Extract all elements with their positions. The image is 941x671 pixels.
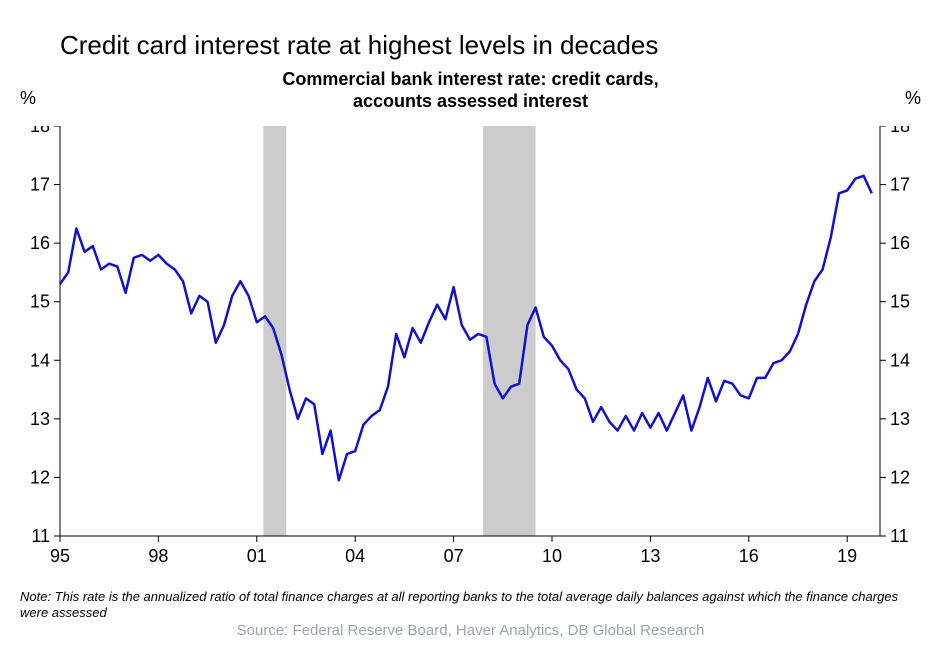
x-tick-label: 98 xyxy=(148,546,168,566)
y-unit-left: % xyxy=(20,88,36,109)
x-tick-label: 07 xyxy=(444,546,464,566)
y-tick-label-left: 12 xyxy=(30,468,50,488)
y-tick-label-right: 13 xyxy=(890,409,910,429)
x-tick-label: 10 xyxy=(542,546,562,566)
y-tick-label-right: 14 xyxy=(890,350,910,370)
y-tick-label-left: 17 xyxy=(30,175,50,195)
x-tick-label: 01 xyxy=(247,546,267,566)
y-tick-label-left: 16 xyxy=(30,233,50,253)
y-tick-label-left: 11 xyxy=(31,526,50,546)
x-tick-label: 04 xyxy=(345,546,365,566)
y-tick-label-right: 11 xyxy=(890,526,909,546)
y-tick-label-right: 17 xyxy=(890,175,910,195)
y-tick-label-left: 14 xyxy=(30,350,50,370)
chart-main-title: Credit card interest rate at highest lev… xyxy=(60,30,921,61)
x-tick-label: 13 xyxy=(640,546,660,566)
y-tick-label-left: 15 xyxy=(30,292,50,312)
y-tick-label-right: 15 xyxy=(890,292,910,312)
y-tick-label-left: 13 xyxy=(30,409,50,429)
chart-container: Credit card interest rate at highest lev… xyxy=(20,30,921,639)
y-tick-label-right: 18 xyxy=(890,126,910,136)
y-tick-label-right: 16 xyxy=(890,233,910,253)
line-chart-svg: 11 11 12 12 13 13 14 14 15 15 16 16 17 17 18 18 95 98 01 04… xyxy=(20,126,920,576)
x-tick-label: 16 xyxy=(739,546,759,566)
chart-note: Note: This rate is the annualized ratio … xyxy=(20,589,921,620)
chart-source: Source: Federal Reserve Board, Haver Ana… xyxy=(20,622,921,639)
chart-sub-title: Commercial bank interest rate: credit ca… xyxy=(20,69,921,112)
y-tick-label-left: 18 xyxy=(30,126,50,136)
x-tick-label: 19 xyxy=(837,546,857,566)
x-tick-label: 95 xyxy=(50,546,70,566)
plot-area: 11 11 12 12 13 13 14 14 15 15 16 16 17 17 18 18 95 98 01 04… xyxy=(20,126,921,581)
y-unit-right: % xyxy=(905,88,921,109)
y-tick-label-right: 12 xyxy=(890,468,910,488)
data-line xyxy=(60,176,872,481)
